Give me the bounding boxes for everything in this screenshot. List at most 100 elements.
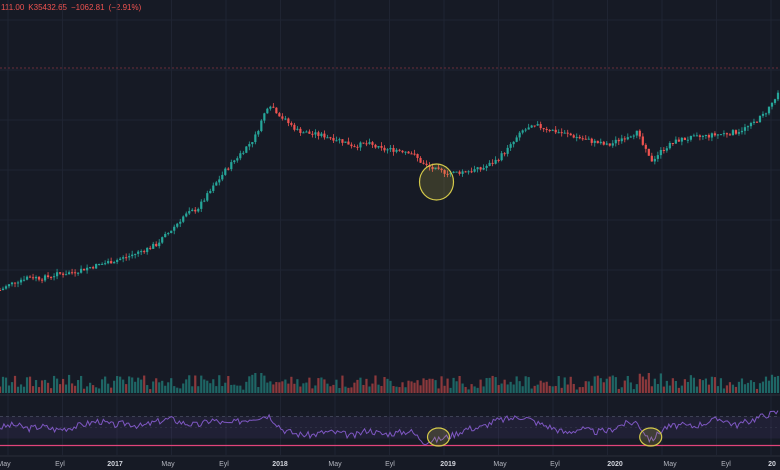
volume-bar: [665, 380, 668, 393]
price-candle-body: [266, 108, 269, 114]
volume-bar: [218, 375, 221, 393]
volume-bar: [46, 382, 50, 393]
price-candle-body: [476, 167, 479, 170]
volume-bar: [167, 382, 170, 393]
price-candle-body: [545, 128, 548, 130]
volume-bar: [236, 385, 239, 393]
volume-bar: [605, 378, 608, 393]
volume-bar: [164, 385, 167, 393]
volume-bar: [746, 382, 750, 393]
price-candle-body: [308, 131, 311, 134]
volume-bar: [314, 385, 317, 393]
price-candle-body: [104, 263, 107, 265]
volume-bar: [377, 384, 380, 393]
volume-bar: [587, 381, 590, 393]
price-candle-body: [182, 216, 185, 222]
volume-bar: [647, 373, 650, 393]
volume-bar: [434, 380, 437, 393]
price-candle-body: [260, 120, 263, 132]
volume-bar: [203, 379, 206, 393]
price-candle-body: [179, 221, 182, 224]
price-candle-body: [89, 267, 92, 269]
volume-bar: [536, 384, 539, 393]
volume-bar: [89, 382, 92, 393]
volume-bar: [455, 381, 458, 393]
price-candle-body: [575, 136, 578, 138]
volume-bar: [674, 381, 677, 393]
x-tick-label: Eyl: [219, 461, 229, 468]
volume-bar: [158, 382, 161, 393]
volume-bar: [716, 386, 720, 393]
price-candle-body: [80, 268, 83, 273]
price-candle-body: [317, 132, 320, 136]
price-candle-body: [25, 276, 29, 280]
volume-bar: [302, 383, 305, 393]
volume-bar: [155, 378, 158, 393]
volume-bar: [43, 379, 47, 393]
volume-bar: [323, 379, 326, 393]
volume-bar: [137, 377, 140, 393]
volume-bar: [245, 381, 248, 393]
volume-bar: [152, 381, 155, 393]
price-candle-body: [34, 276, 38, 279]
price-candle-body: [371, 142, 374, 145]
price-candle-body: [28, 276, 32, 278]
price-candle-body: [629, 136, 632, 138]
price-candle-body: [713, 133, 717, 136]
volume-bar: [680, 385, 683, 393]
price-candle-body: [188, 211, 191, 214]
volume-bar: [16, 386, 20, 393]
price-candle-body: [500, 153, 503, 161]
price-candle-body: [386, 149, 389, 151]
volume-bar: [659, 373, 662, 393]
volume-bar: [248, 376, 251, 393]
volume-bar: [263, 375, 266, 393]
price-candle-body: [113, 262, 116, 264]
price-candle-body: [614, 139, 617, 144]
price-candle-body: [0, 290, 2, 291]
volume-bar: [73, 385, 77, 393]
volume-bar: [383, 377, 386, 393]
price-candle-body: [329, 137, 332, 139]
volume-bar: [25, 377, 29, 393]
price-candle-body: [350, 144, 353, 147]
volume-bar: [530, 388, 533, 393]
price-candle-body: [707, 135, 711, 138]
price-candle-body: [590, 138, 593, 143]
price-candle-body: [176, 223, 179, 227]
price-candle-body: [656, 155, 659, 159]
price-candle-body: [236, 158, 239, 161]
volume-bar: [359, 377, 362, 393]
volume-bar: [266, 382, 269, 393]
volume-bar: [215, 386, 218, 393]
volume-bar: [320, 377, 323, 393]
price-candle-body: [734, 130, 738, 134]
price-candle-body: [689, 135, 692, 140]
price-candle-body: [527, 127, 530, 130]
volume-bar: [758, 383, 762, 393]
volume-bar: [638, 373, 641, 393]
price-candle-body: [146, 247, 149, 253]
volume-bar: [188, 375, 191, 393]
price-candle-body: [620, 138, 623, 142]
volume-bar: [569, 376, 572, 393]
volume-bar: [764, 376, 768, 393]
x-tick-label: Eyl: [385, 461, 395, 468]
volume-bar: [572, 383, 575, 393]
price-candle-body: [650, 155, 653, 162]
price-candle-body: [422, 162, 425, 164]
volume-bar: [425, 379, 428, 393]
price-candle-body: [152, 243, 155, 249]
price-candle-body: [758, 115, 762, 123]
ohlc-close-value: 111.00: [1, 3, 25, 12]
volume-bar: [176, 387, 179, 393]
price-candle-body: [695, 135, 698, 137]
volume-bar: [110, 387, 113, 393]
volume-bar: [512, 384, 515, 393]
price-candle-body: [73, 272, 77, 274]
volume-bar: [395, 386, 398, 393]
price-candle-body: [455, 171, 458, 173]
price-candle-body: [506, 147, 509, 154]
